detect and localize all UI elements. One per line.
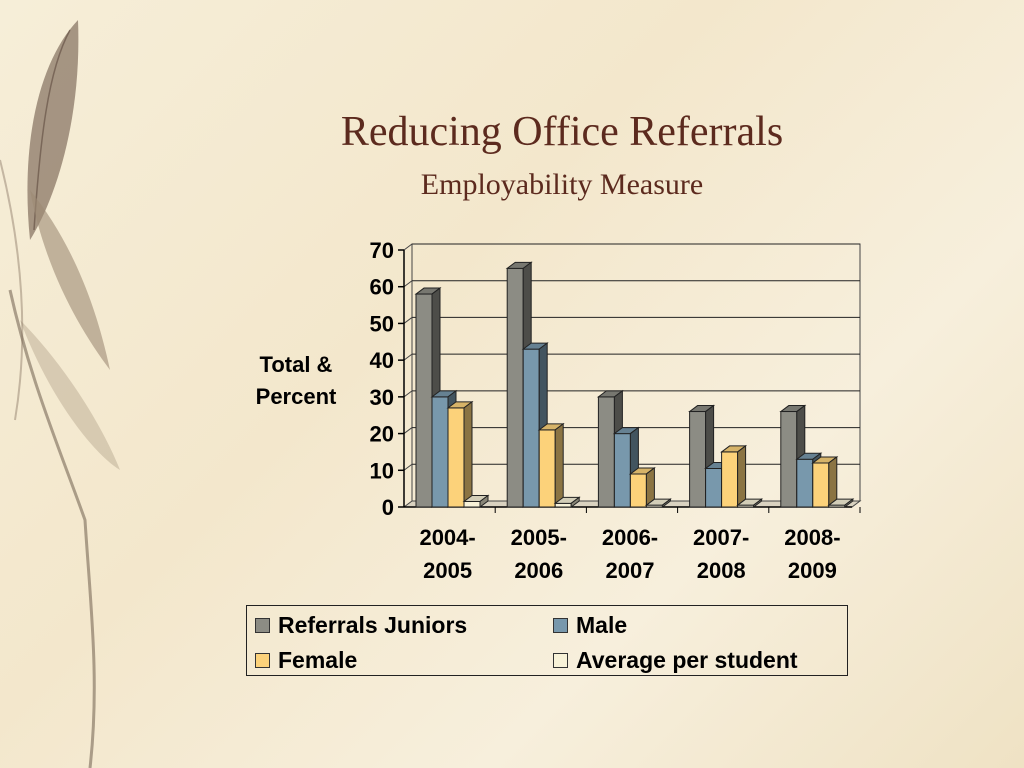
x-tick-label: 2009 — [788, 558, 837, 583]
y-tick-label: 50 — [370, 311, 394, 336]
slide-title: Reducing Office Referrals — [340, 109, 784, 155]
legend-item: Average per student — [553, 647, 798, 674]
x-tick-label: 2007 — [606, 558, 655, 583]
legend-item: Male — [553, 612, 627, 639]
y-tick-label: 40 — [370, 348, 394, 373]
legend-swatch — [255, 618, 270, 633]
bar-front — [796, 458, 814, 508]
bar-front — [689, 411, 707, 508]
legend-swatch — [553, 618, 568, 633]
bar-side — [570, 496, 580, 508]
legend-item: Referrals Juniors — [255, 612, 467, 639]
y-axis-label: Total & — [260, 352, 333, 377]
gridline-diagonal — [403, 353, 413, 361]
bar — [827, 498, 855, 508]
bar-front — [506, 267, 524, 508]
x-tick-label: 2005- — [511, 525, 567, 550]
bar — [811, 455, 839, 508]
bar-front — [705, 467, 723, 508]
bar-side — [753, 498, 763, 508]
bar-front — [447, 407, 465, 508]
y-tick-label: 10 — [370, 458, 394, 483]
bar — [553, 496, 581, 508]
bar — [462, 494, 490, 508]
gridline-diagonal — [403, 243, 413, 251]
legend-label: Female — [278, 647, 358, 673]
x-tick-label: 2005 — [423, 558, 472, 583]
gridline-diagonal — [403, 280, 413, 288]
bar-front — [613, 433, 631, 508]
x-tick-label: 2006- — [602, 525, 658, 550]
x-tick-label: 2004- — [419, 525, 475, 550]
gridline-diagonal — [403, 317, 413, 324]
bar-front — [522, 348, 540, 508]
bar-side — [554, 422, 564, 508]
y-tick-label: 20 — [370, 422, 394, 447]
legend-swatch — [553, 653, 568, 668]
bar-front — [538, 429, 556, 508]
bar-front — [812, 462, 830, 508]
x-tick-label: 2008 — [697, 558, 746, 583]
bar-side — [479, 494, 489, 508]
x-tick-label: 2007- — [693, 525, 749, 550]
gridline-diagonal — [403, 390, 413, 398]
bar-front — [554, 502, 572, 508]
bar-front — [721, 451, 739, 508]
bar-front — [629, 473, 647, 508]
slide-subtitle: Employability Measure — [420, 168, 704, 201]
bar-side — [661, 498, 671, 508]
y-tick-label: 30 — [370, 385, 394, 410]
bar-front — [463, 500, 481, 508]
x-tick-label: 2008- — [784, 525, 840, 550]
bar — [720, 444, 748, 508]
bar-side — [737, 444, 747, 508]
chart-legend: Referrals Juniors Male Female Average per s… — [246, 605, 848, 676]
y-tick-label: 60 — [370, 275, 394, 300]
bar-front — [431, 396, 449, 508]
legend-label: Referrals Juniors — [278, 612, 468, 638]
legend-item: Female — [255, 647, 357, 674]
legend-label: Male — [576, 612, 628, 638]
y-tick-label: 0 — [382, 495, 394, 520]
bar-side — [463, 400, 473, 508]
y-axis-label: Percent — [256, 384, 337, 409]
bar-front — [415, 293, 433, 508]
x-tick-label: 2006 — [514, 558, 563, 583]
gridline-diagonal — [403, 463, 413, 471]
gridline-diagonal — [403, 427, 413, 434]
bar — [537, 422, 565, 508]
bar — [628, 466, 656, 508]
bar — [644, 498, 672, 508]
legend-label: Average per student — [576, 647, 798, 673]
bar — [446, 400, 474, 508]
y-tick-label: 70 — [370, 238, 394, 263]
bar-front — [597, 396, 615, 508]
bar-side — [844, 498, 854, 508]
bar-front — [780, 411, 798, 508]
bar — [736, 498, 764, 508]
legend-swatch — [255, 653, 270, 668]
